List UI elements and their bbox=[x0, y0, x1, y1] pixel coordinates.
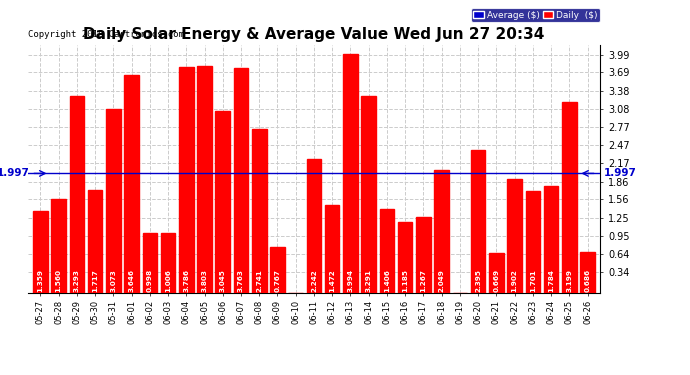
Text: 3.803: 3.803 bbox=[201, 269, 208, 292]
Text: 1.717: 1.717 bbox=[92, 269, 98, 292]
Text: 0.669: 0.669 bbox=[493, 269, 500, 292]
Text: 0.767: 0.767 bbox=[275, 269, 280, 292]
Bar bbox=[471, 150, 485, 292]
Bar bbox=[507, 179, 522, 292]
Bar bbox=[124, 75, 139, 292]
Text: 1.406: 1.406 bbox=[384, 269, 390, 292]
Text: 1.472: 1.472 bbox=[329, 269, 335, 292]
Text: 3.763: 3.763 bbox=[238, 269, 244, 292]
Text: 3.786: 3.786 bbox=[184, 269, 189, 292]
Text: 3.646: 3.646 bbox=[128, 269, 135, 292]
Bar bbox=[362, 96, 376, 292]
Text: 1.701: 1.701 bbox=[530, 269, 536, 292]
Bar bbox=[252, 129, 266, 292]
Text: 0.686: 0.686 bbox=[584, 269, 591, 292]
Bar bbox=[489, 253, 504, 292]
Bar bbox=[106, 109, 121, 292]
Bar bbox=[306, 159, 322, 292]
Bar bbox=[51, 200, 66, 292]
Legend: Average ($), Daily  ($): Average ($), Daily ($) bbox=[471, 8, 600, 22]
Text: 1.185: 1.185 bbox=[402, 269, 408, 292]
Text: 2.741: 2.741 bbox=[256, 269, 262, 292]
Text: 3.293: 3.293 bbox=[74, 269, 80, 292]
Text: 2.242: 2.242 bbox=[311, 269, 317, 292]
Bar bbox=[179, 67, 194, 292]
Bar bbox=[197, 66, 212, 292]
Text: 1.784: 1.784 bbox=[548, 269, 554, 292]
Bar bbox=[562, 102, 577, 292]
Bar bbox=[215, 111, 230, 292]
Bar bbox=[161, 232, 175, 292]
Text: 1.267: 1.267 bbox=[420, 269, 426, 292]
Bar bbox=[526, 191, 540, 292]
Bar bbox=[270, 247, 285, 292]
Text: 1.006: 1.006 bbox=[165, 269, 171, 292]
Bar bbox=[380, 209, 394, 292]
Text: 1.359: 1.359 bbox=[37, 269, 43, 292]
Bar bbox=[416, 217, 431, 292]
Bar bbox=[325, 205, 339, 292]
Text: 3.073: 3.073 bbox=[110, 269, 117, 292]
Bar bbox=[434, 170, 449, 292]
Text: 3.045: 3.045 bbox=[219, 269, 226, 292]
Text: 1.560: 1.560 bbox=[56, 269, 61, 292]
Bar bbox=[234, 68, 248, 292]
Text: 1.997: 1.997 bbox=[604, 168, 637, 178]
Bar bbox=[580, 252, 595, 292]
Bar bbox=[398, 222, 413, 292]
Text: 3.199: 3.199 bbox=[566, 269, 572, 292]
Text: 0.998: 0.998 bbox=[147, 269, 152, 292]
Text: 2.395: 2.395 bbox=[475, 269, 481, 292]
Text: 1.997: 1.997 bbox=[0, 168, 30, 178]
Text: 2.049: 2.049 bbox=[439, 269, 444, 292]
Text: 3.994: 3.994 bbox=[348, 269, 353, 292]
Bar bbox=[343, 54, 357, 292]
Bar bbox=[33, 211, 48, 292]
Bar bbox=[70, 96, 84, 292]
Text: Copyright 2018 Cartronics.com: Copyright 2018 Cartronics.com bbox=[28, 30, 184, 39]
Text: 1.902: 1.902 bbox=[511, 269, 518, 292]
Title: Daily Solar Energy & Average Value Wed Jun 27 20:34: Daily Solar Energy & Average Value Wed J… bbox=[83, 27, 544, 42]
Bar bbox=[143, 233, 157, 292]
Text: 3.291: 3.291 bbox=[366, 269, 372, 292]
Bar bbox=[544, 186, 558, 292]
Bar bbox=[88, 190, 102, 292]
